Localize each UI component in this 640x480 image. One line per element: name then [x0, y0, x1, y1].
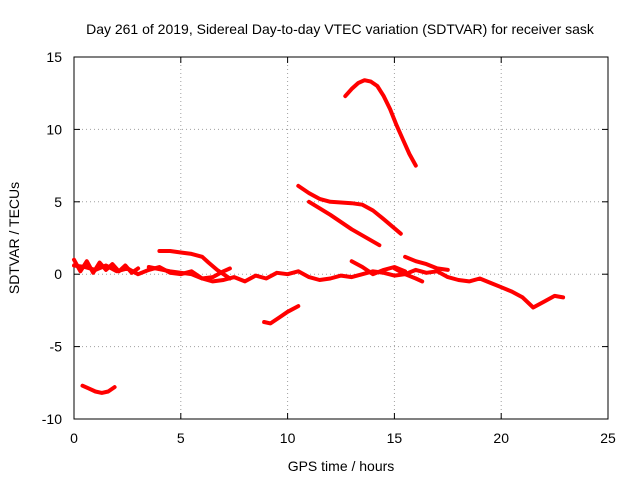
series-hump-15.5-17.5h — [403, 254, 450, 272]
series-arc-3.5-7h — [146, 265, 232, 281]
chart-title: Day 261 of 2019, Sidereal Day-to-day VTE… — [86, 21, 595, 37]
y-tick-label: -10 — [42, 411, 62, 427]
axis-ticks: 0 5 10 15 20 25 -10 -5 0 5 10 15 — [42, 49, 616, 446]
series-main-band — [72, 263, 566, 310]
series-dip-15-16h — [392, 266, 425, 284]
y-tick-label: 0 — [54, 266, 62, 282]
y-tick-label: 10 — [46, 121, 62, 137]
series-lower-track — [307, 199, 382, 248]
x-tick-label: 20 — [493, 430, 509, 446]
x-tick-label: 5 — [177, 430, 185, 446]
y-tick-label: -5 — [50, 339, 63, 355]
series-early-noise — [72, 257, 141, 275]
y-tick-label: 15 — [46, 49, 62, 65]
x-tick-label: 25 — [600, 430, 616, 446]
plot-frame — [73, 56, 609, 420]
series-peak-arc — [343, 78, 418, 168]
y-tick-label: 5 — [54, 194, 62, 210]
grid-lines — [74, 57, 608, 419]
series-low-arc-1h — [80, 383, 117, 395]
x-tick-label: 10 — [280, 430, 296, 446]
series-layer — [72, 78, 566, 395]
x-tick-label: 0 — [70, 430, 78, 446]
series-rise-9-10.5h — [262, 304, 301, 326]
x-tick-label: 15 — [387, 430, 403, 446]
series-upper-track — [296, 183, 403, 236]
y-axis-label: SDTVAR / TECUs — [6, 182, 22, 294]
x-axis-label: GPS time / hours — [288, 458, 395, 474]
